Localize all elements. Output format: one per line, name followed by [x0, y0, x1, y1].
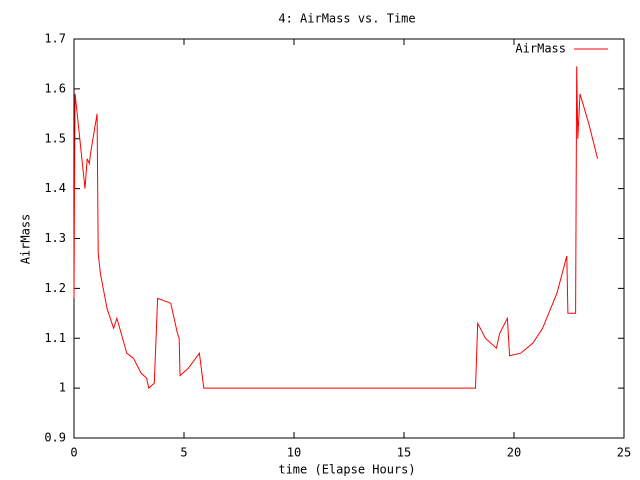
y-tick-label: 1.6 [44, 81, 66, 95]
y-tick-label: 1.4 [44, 181, 66, 195]
x-tick-label: 5 [180, 446, 187, 460]
data-line [73, 66, 599, 390]
y-tick-label: 1.1 [44, 331, 66, 345]
y-tick-label: 0.9 [44, 431, 66, 445]
x-tick-label: 20 [507, 446, 521, 460]
x-tick-label: 25 [617, 446, 631, 460]
x-tick-label: 15 [397, 446, 411, 460]
chart-title: 4: AirMass vs. Time [278, 12, 415, 26]
y-tick-label: 1.5 [44, 131, 66, 145]
y-tick-label: 1.7 [44, 32, 66, 46]
y-tick-label: 1 [59, 381, 66, 395]
y-axis-label: AirMass [19, 214, 33, 265]
x-axis-label: time (Elapse Hours) [278, 463, 415, 477]
y-tick-label: 1.3 [44, 231, 66, 245]
x-tick-label: 10 [287, 446, 301, 460]
x-tick-label: 0 [70, 446, 77, 460]
legend-label: AirMass [515, 42, 566, 56]
y-tick-label: 1.2 [44, 281, 66, 295]
